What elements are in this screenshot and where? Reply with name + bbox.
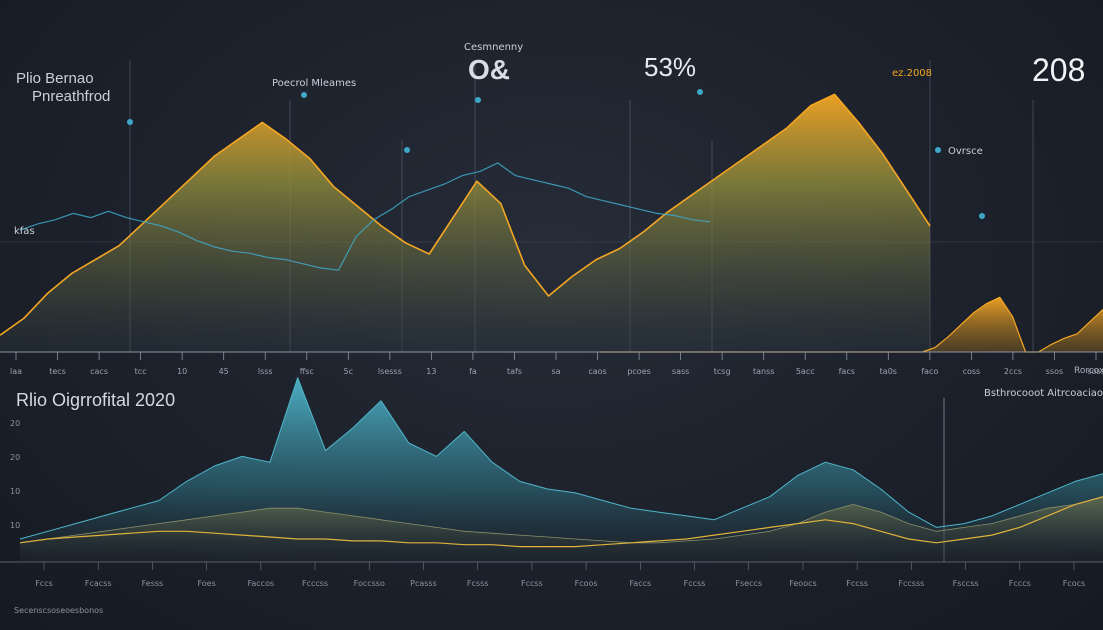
x-tick-label: Fccs (35, 579, 53, 588)
x-tick-label: Faccs (629, 579, 651, 588)
x-tick-label: soss (1087, 367, 1103, 376)
top-center-title: Cesmnenny (464, 42, 524, 53)
y-tick-label: 20 (10, 419, 20, 428)
x-tick-label: facs (839, 367, 855, 376)
x-tick-label: ssos (1046, 367, 1063, 376)
top-center-glyph: O& (468, 54, 510, 85)
x-tick-label: Fcoos (575, 579, 598, 588)
marker-dot (697, 89, 703, 95)
y-tick-label: 10 (10, 521, 20, 530)
x-tick-label: 45 (219, 367, 229, 376)
x-tick-label: Fsccss (953, 579, 979, 588)
footer-label: Secenscsoseoesbonos (14, 606, 104, 615)
series-right-fill (600, 297, 1103, 352)
x-tick-label: 13 (426, 367, 436, 376)
series-olive-fill (20, 496, 1103, 562)
x-tick-label: lsesss (378, 367, 402, 376)
x-tick-label: Fccsss (898, 579, 924, 588)
x-tick-label: Fcccs (1009, 579, 1031, 588)
x-tick-label: pcoes (627, 367, 650, 376)
series-teal-line (19, 162, 711, 271)
series-main-line (0, 93, 931, 336)
x-tick-label: Fseccs (735, 579, 762, 588)
x-tick-label: 2ccs (1004, 367, 1022, 376)
x-tick-label: tcc (135, 367, 147, 376)
x-tick-label: Fcocs (1063, 579, 1085, 588)
x-tick-label: ta0s (880, 367, 897, 376)
marker-dot (404, 147, 410, 153)
x-tick-label: 5c (344, 367, 354, 376)
x-tick-label: tecs (49, 367, 66, 376)
x-tick-label: tanss (753, 367, 774, 376)
x-tick-label: Fcacss (85, 579, 112, 588)
x-tick-label: Faccos (248, 579, 275, 588)
x-tick-label: cacs (90, 367, 108, 376)
y-tick-label: 10 (10, 487, 20, 496)
x-tick-label: ffsc (300, 367, 314, 376)
top-left-label-2: Pnreathfrod (32, 88, 111, 105)
y-tick-label: 20 (10, 453, 20, 462)
series-teal-line (19, 377, 1103, 540)
x-tick-label: Fesss (142, 579, 164, 588)
x-tick-label: Foes (197, 579, 215, 588)
left-mid-label: kfas (14, 226, 35, 237)
bottom-area-chart: 20 20 10 10 Fccs Fcacss Fesss Foes Faccos Fcccss F… (0, 377, 1103, 588)
x-tick-label: Fccss (521, 579, 543, 588)
x-tick-label: laa (10, 367, 22, 376)
series-main-fill (0, 94, 930, 353)
x-tick-label: lsss (258, 367, 273, 376)
x-tick-label: 10 (177, 367, 187, 376)
bottom-chart-title: Rlio Oigrrofital 2020 (16, 390, 176, 410)
x-tick-label: Feoocs (789, 579, 816, 588)
marker-dot (475, 97, 481, 103)
x-tick-label: Fccss (846, 579, 868, 588)
marker-dot (979, 213, 985, 219)
x-tick-label: Foccsso (354, 579, 385, 588)
series-gold-line (19, 496, 1103, 548)
chart-decorations (127, 89, 985, 219)
x-tick-label: coss (963, 367, 981, 376)
x-tick-label: faco (921, 367, 938, 376)
top-area-chart: laa tecs cacs tcc 10 45 lsss ffsc 5c lsesss 13 fa ta… (0, 60, 1103, 376)
x-tick-label: Fccss (684, 579, 706, 588)
x-tick-label: Fcccss (302, 579, 328, 588)
mid-label: Ovrsce (948, 146, 983, 157)
x-tick-label: Fcsss (467, 579, 489, 588)
x-tick-label: caos (588, 367, 606, 376)
marker-dot (127, 119, 133, 125)
top-percent: 53% (644, 52, 697, 82)
x-tick-label: 5acc (796, 367, 815, 376)
series-olive-line (19, 496, 1103, 544)
x-tick-label: Pcasss (410, 579, 437, 588)
peak-label: Poecrol Mleames (272, 78, 357, 89)
x-tick-label: sa (551, 367, 560, 376)
right-corner-label: Rorcoxe (1074, 366, 1103, 376)
marker-dot (935, 147, 941, 153)
top-left-label-1: Plio Bernao (16, 70, 94, 87)
x-tick-label: fa (469, 367, 477, 376)
bottom-right-header: Bsthrocooot Aitrcoaciaov (984, 388, 1103, 399)
marker-dot (301, 92, 307, 98)
x-tick-label: sass (672, 367, 689, 376)
x-tick-label: tafs (507, 367, 522, 376)
top-year: 208 (1032, 52, 1086, 88)
top-right-label: ez.2008 (892, 68, 933, 79)
x-tick-label: tcsg (714, 367, 731, 376)
